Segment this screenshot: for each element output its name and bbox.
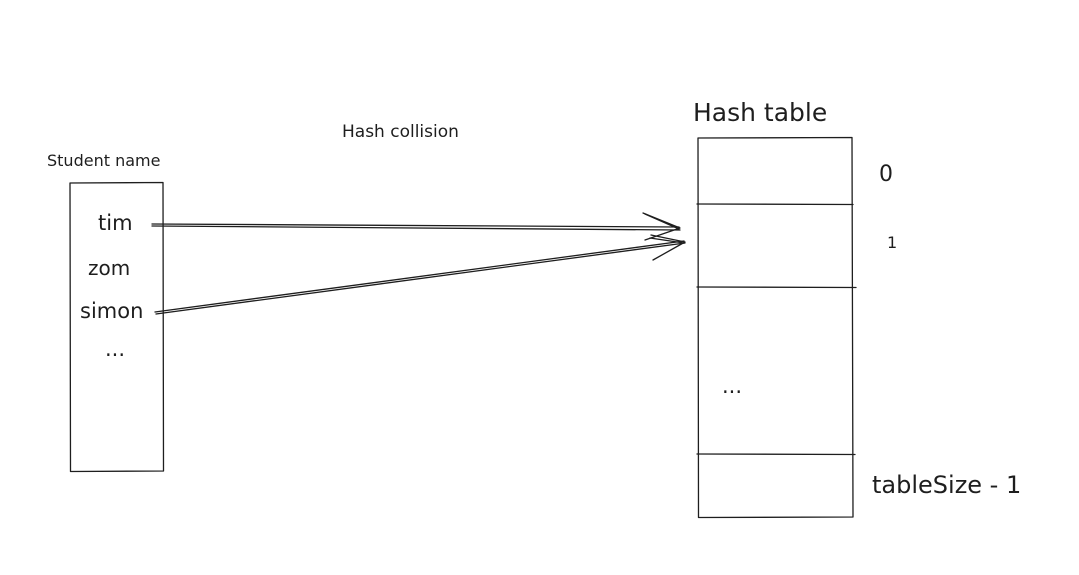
hash-table-row-divider-1 xyxy=(696,203,854,206)
hash-table-index-1: 1 xyxy=(887,233,897,252)
hash-table-index-0: 0 xyxy=(879,162,893,187)
hash-table-row-divider-3 xyxy=(696,453,856,456)
student-names-ellipsis: ... xyxy=(105,337,125,361)
student-name-label: Student name xyxy=(47,151,160,170)
hash-table-label: Hash table xyxy=(693,98,827,127)
hash-table-box xyxy=(697,136,854,519)
student-name-simon: simon xyxy=(80,299,143,323)
student-name-tim: tim xyxy=(98,211,133,235)
student-name-zom: zom xyxy=(88,256,130,280)
hash-table-row-divider-2 xyxy=(696,286,857,289)
student-name-box xyxy=(69,181,165,473)
hash-table-middle-ellipsis: ... xyxy=(722,374,742,398)
arrow-simon-to-bucket-1 xyxy=(154,234,686,315)
arrow-tim-to-bucket-1 xyxy=(151,212,681,241)
diagram-title: Hash collision xyxy=(342,122,459,142)
hash-table-index-last: tableSize - 1 xyxy=(872,471,1021,499)
